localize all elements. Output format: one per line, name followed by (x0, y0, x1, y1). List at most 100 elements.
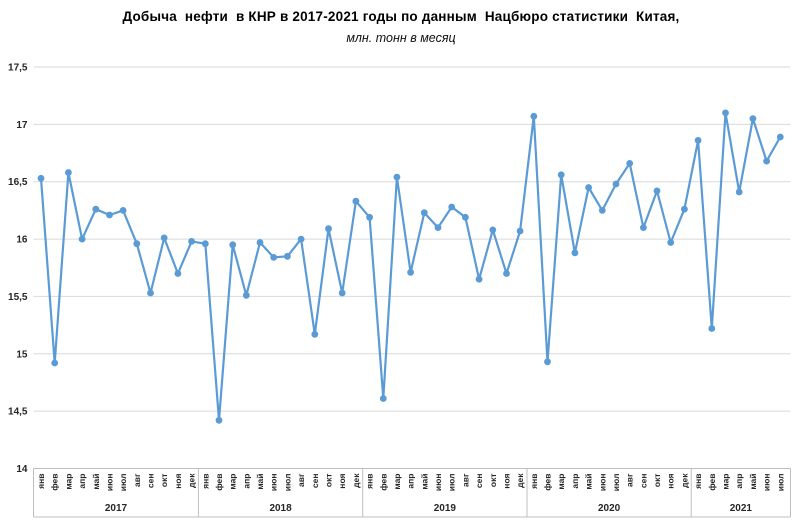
month-tick-label: июл (775, 474, 785, 492)
month-tick-label: июл (118, 474, 128, 492)
data-point-marker (119, 207, 127, 214)
data-point-marker (37, 174, 45, 182)
data-point-marker (229, 241, 237, 249)
data-point-marker (215, 416, 223, 424)
month-tick-label: мар (228, 474, 238, 490)
month-tick-label: окт (159, 474, 169, 488)
month-tick-label: апр (241, 474, 251, 489)
month-tick-label: июн (433, 474, 443, 492)
data-point-marker (78, 235, 86, 243)
month-tick-label: сен (638, 474, 648, 489)
data-point-marker (106, 211, 113, 219)
month-tick-label: ноя (337, 473, 347, 488)
data-point-marker (352, 197, 360, 205)
month-tick-label: фев (378, 474, 388, 491)
month-tick-label: ноя (666, 473, 676, 488)
month-tick-label: авг (132, 473, 142, 487)
month-tick-label: фев (543, 474, 553, 491)
data-point-marker (516, 227, 524, 235)
series-line (39, 111, 782, 422)
month-tick-label: мар (63, 474, 73, 490)
data-point-marker (297, 235, 305, 243)
year-label: 2020 (598, 503, 621, 514)
month-tick-label: апр (570, 474, 580, 489)
month-tick-label: фев (707, 474, 717, 491)
month-tick-label: ноя (501, 473, 511, 488)
month-tick-label: сен (474, 474, 484, 489)
data-point-marker (284, 252, 291, 260)
data-point-marker (708, 325, 716, 332)
month-tick-label: июн (597, 474, 607, 492)
data-point-marker (270, 254, 278, 261)
month-tick-label: янв (529, 474, 539, 489)
month-tick-label: мар (556, 474, 566, 490)
data-point-marker (201, 240, 209, 248)
data-point-marker (735, 188, 743, 196)
data-point-marker (366, 213, 373, 221)
data-point-marker (598, 207, 606, 214)
data-point-marker (544, 358, 551, 366)
month-tick-label: ноя (173, 473, 183, 488)
month-tick-label: июн (269, 474, 279, 492)
month-tick-label: янв (365, 474, 375, 489)
data-point-marker (489, 226, 497, 234)
y-tick-label: 17 (16, 120, 28, 131)
data-point-marker (338, 289, 346, 297)
month-tick-label: июл (282, 474, 292, 492)
month-tick-label: авг (460, 473, 470, 487)
y-tick-label: 14 (16, 464, 28, 475)
y-tick-label: 17,5 (8, 63, 28, 74)
month-tick-label: фев (50, 474, 60, 491)
data-point-marker (420, 209, 428, 217)
month-tick-label: янв (693, 474, 703, 489)
data-point-marker (694, 137, 702, 144)
data-point-marker (448, 203, 456, 211)
month-tick-label: авг (625, 473, 635, 487)
year-label: 2017 (105, 503, 128, 514)
month-tick-label: июн (762, 474, 772, 492)
month-tick-label: апр (77, 474, 87, 489)
data-point-marker (160, 234, 168, 242)
data-point-marker (626, 160, 634, 167)
data-point-marker (325, 225, 332, 233)
month-tick-label: дек (187, 473, 197, 488)
y-tick-label: 14,5 (8, 407, 28, 418)
y-tick-label: 16,5 (8, 177, 28, 188)
data-point-marker (722, 109, 729, 117)
month-tick-label: авг (296, 473, 306, 487)
data-point-marker (653, 187, 661, 195)
month-tick-label: дек (679, 473, 689, 488)
data-point-marker (571, 249, 579, 257)
month-tick-label: май (584, 474, 594, 490)
chart-subtitle: млн. тонн в месяц (346, 31, 456, 45)
data-point-marker (147, 289, 154, 297)
data-point-marker (174, 270, 182, 277)
chart-title: Добыча нефти в КНР в 2017-2021 годы по д… (122, 9, 680, 24)
data-point-marker (256, 239, 264, 246)
month-tick-label: фев (214, 474, 224, 491)
data-point-marker (133, 240, 141, 248)
month-tick-label: мар (392, 474, 402, 490)
data-point-marker (462, 213, 469, 221)
month-tick-label: май (255, 474, 265, 490)
month-tick-label: янв (200, 474, 210, 489)
month-tick-label: май (419, 474, 429, 490)
month-tick-label: июн (104, 474, 114, 492)
year-label: 2018 (269, 503, 292, 514)
month-tick-label: июл (447, 474, 457, 492)
data-point-marker (503, 270, 510, 277)
data-point-marker (379, 395, 387, 402)
data-point-marker (51, 359, 59, 367)
y-tick-label: 15 (16, 349, 28, 360)
data-point-marker (242, 291, 250, 299)
month-tick-label: сен (310, 474, 320, 489)
month-tick-label: апр (406, 474, 416, 489)
data-point-marker (434, 224, 442, 232)
month-tick-label: май (748, 474, 758, 490)
data-point-marker (475, 275, 483, 283)
data-point-marker (311, 330, 319, 338)
data-point-marker (407, 268, 414, 276)
month-tick-label: дек (351, 473, 361, 488)
